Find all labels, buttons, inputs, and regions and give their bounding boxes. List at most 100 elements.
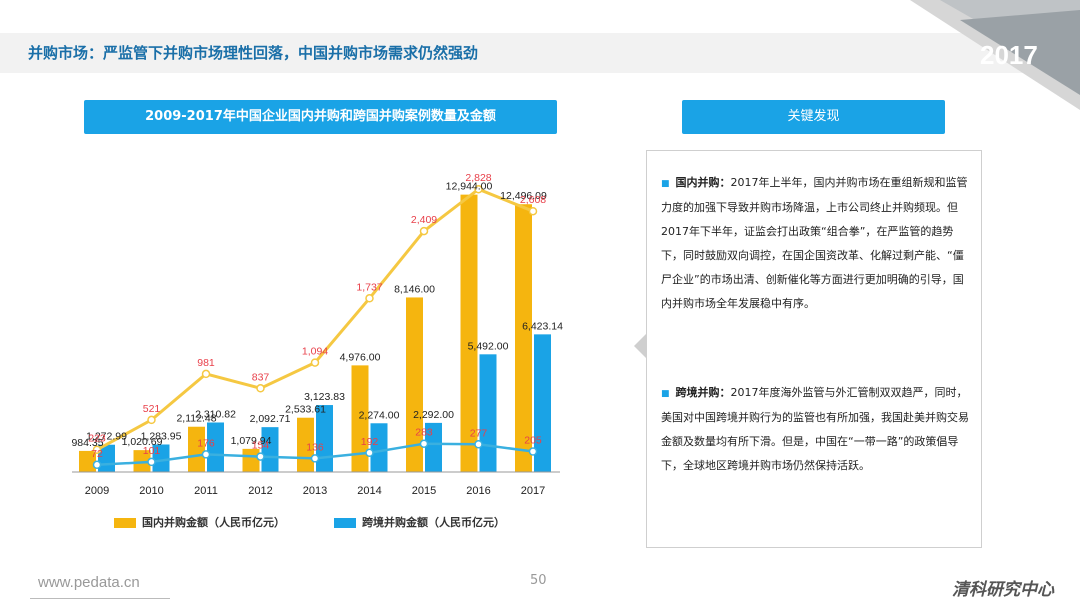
bar-domestic-2017: [515, 204, 532, 473]
finding-text: 2017年度海外监管与外汇管制双双趋严，同时，美国对中国跨境并购行为的监管也有所…: [661, 386, 969, 472]
bar-domestic-2015: [406, 297, 423, 472]
point-crossborder-count-2011: [201, 450, 211, 459]
count-label-domestic-2016: 2,828: [465, 172, 491, 184]
amount-label-domestic-2013: 2,533.61: [285, 404, 326, 416]
point-domestic-count-2016: [474, 184, 483, 194]
x-tick-2015: 2015: [412, 485, 436, 497]
page-number: 50: [530, 573, 547, 588]
point-domestic-count-2010: [147, 415, 156, 425]
amount-label-domestic-2010: 1,020.69: [122, 436, 163, 448]
count-label-domestic-2015: 2,409: [411, 214, 437, 226]
count-label-domestic-2017: 2,608: [520, 194, 546, 206]
amount-label-domestic-2017: 12,496.09: [500, 190, 547, 202]
amount-label-domestic-2011: 2,112.48: [176, 413, 216, 425]
amount-label-crossborder-2010: 1,283.95: [141, 430, 182, 442]
count-label-crossborder-2017: 205: [524, 435, 542, 447]
findings-title: 关键发现: [682, 100, 945, 134]
year-badge: 2017: [980, 40, 1038, 70]
point-domestic-count-2017: [528, 206, 538, 216]
bar-domestic-2009: [79, 450, 96, 472]
point-crossborder-count-2013: [310, 454, 320, 463]
x-tick-2014: 2014: [357, 485, 381, 497]
combo-chart: 984.351,272.991,020.691,283.952,112.482,…: [71, 172, 563, 497]
count-label-crossborder-2011: 176: [197, 437, 215, 449]
bullet-icon: ■: [661, 389, 670, 399]
amount-label-crossborder-2016: 5,492.00: [468, 340, 509, 352]
bar-crossborder-2014: [370, 423, 388, 472]
bar-crossborder-2011: [207, 422, 224, 472]
bar-domestic-2014: [351, 365, 369, 472]
count-label-crossborder-2010: 101: [143, 445, 161, 457]
bar-crossborder-2015: [425, 422, 442, 472]
brand-logo: 清科研究中心: [952, 580, 1054, 600]
count-label-crossborder-2015: 283: [415, 427, 433, 439]
count-label-domestic-2013: 1,094: [302, 346, 328, 358]
x-tick-2013: 2013: [303, 485, 327, 497]
footer-divider: [30, 598, 170, 599]
bullet-icon: ■: [661, 179, 670, 189]
legend-label-crossborder: 跨境并购金额（人民币亿元）: [362, 516, 505, 529]
footer-url[interactable]: www.pedata.cn: [38, 574, 140, 591]
point-domestic-count-2015: [419, 226, 429, 236]
point-crossborder-count-2009: [92, 460, 102, 470]
legend-crossborder: 跨境并购金额（人民币亿元）: [334, 514, 505, 530]
amount-label-domestic-2016: 12,944.00: [446, 181, 493, 193]
header-bar: [0, 33, 1080, 73]
point-crossborder-count-2017: [528, 447, 538, 456]
bar-crossborder-2012: [261, 427, 279, 472]
amount-label-domestic-2012: 1,079.94: [231, 435, 272, 447]
amount-label-domestic-2014: 4,976.00: [340, 351, 381, 363]
chart-title: 2009-2017年中国企业国内并购和跨国并购案例数量及金额: [84, 100, 557, 134]
legend-swatch-crossborder: [334, 518, 356, 528]
x-tick-2017: 2017: [521, 485, 545, 497]
bar-crossborder-2016: [479, 354, 497, 472]
count-label-crossborder-2012: 154: [252, 440, 270, 452]
point-domestic-count-2013: [310, 358, 320, 367]
x-tick-2012: 2012: [248, 485, 272, 497]
legend-domestic: 国内并购金额（人民币亿元）: [114, 514, 285, 530]
legend-label-domestic: 国内并购金额（人民币亿元）: [142, 516, 285, 529]
finding-domestic: ■ 国内并购：2017年上半年，国内并购市场在重组新规和监管力度的加强下导致并购市…: [661, 171, 971, 316]
corner-decoration: [910, 0, 1080, 110]
bar-crossborder-2017: [534, 334, 551, 472]
count-label-domestic-2012: 837: [252, 371, 270, 383]
legend-swatch-domestic: [114, 518, 136, 528]
count-label-domestic-2011: 981: [197, 357, 215, 369]
amount-label-crossborder-2015: 2,292.00: [413, 409, 454, 421]
amount-label-crossborder-2017: 6,423.14: [522, 320, 563, 332]
point-domestic-count-2012: [256, 384, 265, 393]
x-tick-2016: 2016: [466, 485, 490, 497]
count-label-crossborder-2014: 192: [361, 436, 379, 448]
point-crossborder-count-2012: [256, 452, 265, 461]
count-label-crossborder-2013: 136: [306, 441, 324, 453]
point-crossborder-count-2016: [474, 440, 483, 449]
point-domestic-count-2011: [201, 369, 211, 379]
x-tick-2010: 2010: [139, 485, 163, 497]
count-label-domestic-2014: 1,737: [356, 281, 382, 293]
findings-pointer: [634, 334, 646, 358]
count-label-domestic-2009: 223: [88, 433, 106, 445]
amount-label-crossborder-2012: 2,092.71: [250, 413, 291, 425]
finding-crossborder: ■ 跨境并购：2017年度海外监管与外汇管制双双趋严，同时，美国对中国跨境并购行为…: [661, 381, 971, 478]
finding-label: 跨境并购：: [675, 386, 731, 399]
finding-label: 国内并购：: [675, 176, 731, 189]
bar-domestic-2010: [133, 450, 151, 472]
amount-label-crossborder-2011: 2,310.82: [195, 408, 236, 420]
bar-crossborder-2013: [316, 405, 333, 472]
amount-label-crossborder-2013: 3,123.83: [304, 391, 345, 403]
point-crossborder-count-2010: [147, 457, 156, 467]
amount-label-domestic-2009: 984.35: [71, 437, 103, 449]
point-domestic-count-2014: [365, 294, 374, 303]
count-label-domestic-2010: 521: [143, 403, 161, 415]
point-crossborder-count-2014: [365, 448, 374, 458]
point-domestic-count-2009: [92, 445, 102, 454]
count-label-crossborder-2016: 277: [470, 427, 488, 439]
page-title: 并购市场：严监管下并购市场理性回落，中国并购市场需求仍然强劲: [28, 44, 479, 62]
bar-domestic-2016: [460, 194, 478, 472]
bar-domestic-2011: [188, 426, 205, 472]
findings-box: ■ 国内并购：2017年上半年，国内并购市场在重组新规和监管力度的加强下导致并购市…: [646, 150, 982, 548]
x-tick-2009: 2009: [85, 485, 109, 497]
x-tick-2011: 2011: [194, 485, 218, 497]
bar-domestic-2012: [242, 448, 260, 472]
bar-crossborder-2010: [152, 444, 170, 472]
